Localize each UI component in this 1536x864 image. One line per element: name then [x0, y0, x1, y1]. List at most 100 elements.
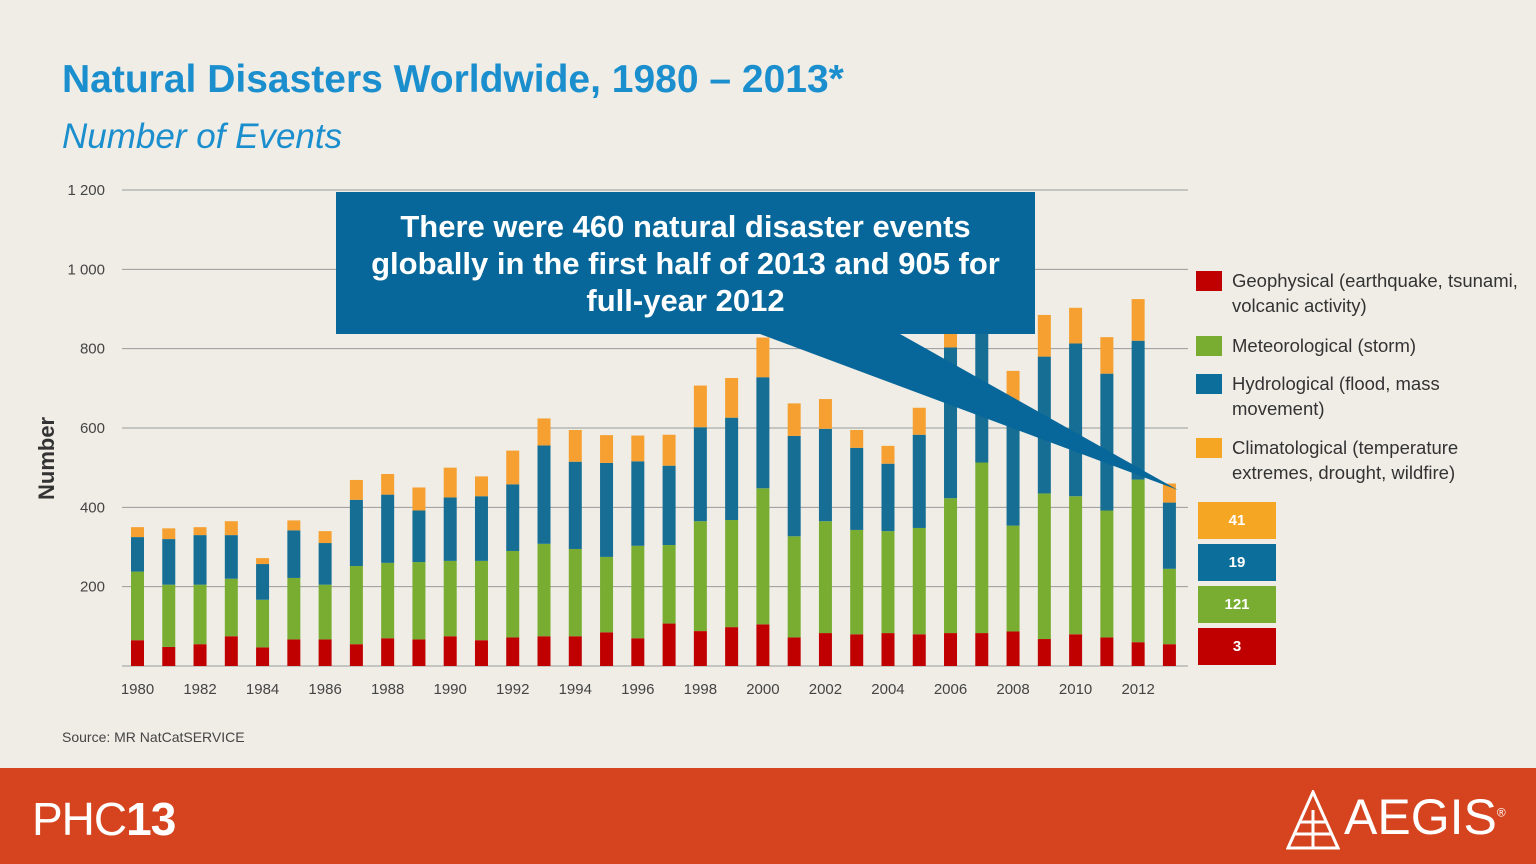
bar-segment [349, 644, 363, 666]
bar-segment [443, 497, 457, 561]
bar-segment [506, 484, 520, 551]
bar-segment [193, 535, 207, 585]
bar-segment [318, 543, 332, 585]
y-tick-label: 200 [80, 579, 105, 596]
x-tick-label: 2000 [746, 681, 779, 698]
callout-pointer [760, 334, 1178, 490]
bar-segment [1069, 496, 1083, 635]
x-tick-label: 1996 [621, 681, 654, 698]
bar-segment [787, 435, 801, 537]
phc-logo: PHC13 [32, 792, 176, 846]
bar-segment [756, 488, 770, 625]
bar-segment [162, 528, 176, 540]
bar-segment [443, 560, 457, 637]
bar-segment [537, 445, 551, 544]
bar-segment [725, 417, 739, 521]
bar-segment [881, 445, 895, 464]
bar-segment [1037, 639, 1051, 666]
x-tick-label: 2002 [809, 681, 842, 698]
bar-segment [506, 450, 520, 485]
bar-segment [693, 385, 707, 428]
bar-segment [131, 640, 144, 666]
y-tick-label: 400 [80, 499, 105, 516]
bar-segment [193, 527, 207, 536]
bar-segment [381, 562, 395, 639]
bar-segment [443, 467, 457, 498]
bar-segment [1131, 479, 1145, 643]
bar-segment [600, 435, 614, 463]
bar-segment [412, 562, 426, 640]
bar-segment [131, 571, 144, 641]
bar-segment [975, 462, 989, 634]
bar-segment [412, 510, 426, 563]
bar-segment [224, 636, 238, 666]
x-tick-label: 2004 [871, 681, 904, 698]
legend-label: Geophysical (earthquake, tsunami, volcan… [1232, 270, 1518, 316]
bar-segment [662, 465, 676, 546]
bar-segment [600, 632, 614, 666]
bar-segment [1131, 642, 1145, 666]
x-tick-label: 1994 [559, 681, 592, 698]
bar-segment [474, 560, 488, 641]
bar-segment [568, 461, 582, 549]
bar-segment [381, 638, 395, 666]
legend-swatch [1196, 438, 1222, 458]
aegis-logo-text: AEGIS® [1344, 788, 1506, 846]
bar-segment [193, 584, 207, 645]
value-box-meteorological: 121 [1198, 586, 1276, 623]
source-note: Source: MR NatCatSERVICE [62, 729, 245, 745]
bar-segment [349, 479, 363, 500]
bar-segment [1100, 373, 1114, 511]
bar-segment [506, 550, 520, 638]
y-tick-label: 800 [80, 341, 105, 358]
bar-segment [912, 434, 926, 528]
bar-segment [537, 418, 551, 446]
bar-segment [881, 531, 895, 634]
x-tick-label: 2012 [1121, 681, 1154, 698]
bar-segment [693, 521, 707, 632]
bar-segment [412, 487, 426, 511]
bar-segment [1069, 307, 1083, 344]
bar-segment [1006, 631, 1020, 666]
x-tick-label: 1992 [496, 681, 529, 698]
bar-segment [224, 521, 238, 536]
bar-segment [1037, 314, 1051, 357]
y-tick-label: 1 200 [67, 182, 105, 199]
bar-segment [600, 556, 614, 633]
legend-swatch [1196, 271, 1222, 291]
bar-segment [1006, 525, 1020, 632]
bar-segment [787, 637, 801, 666]
bar-segment [474, 496, 488, 561]
bar-segment [537, 543, 551, 637]
x-tick-label: 2008 [996, 681, 1029, 698]
x-tick-label: 1982 [183, 681, 216, 698]
bar-segment [1131, 340, 1145, 480]
bar-segment [725, 520, 739, 628]
bar-segment [912, 527, 926, 635]
bar-segment [881, 633, 895, 666]
aegis-triangle-icon [1286, 790, 1340, 850]
bar-segment [224, 578, 238, 637]
legend-swatch [1196, 374, 1222, 394]
bar-segment [662, 434, 676, 466]
bar-segment [818, 633, 832, 666]
bar-segment [318, 531, 332, 544]
legend-label: Meteorological (storm) [1232, 335, 1417, 356]
y-axis-label: Number [34, 416, 59, 500]
bar-segment [631, 461, 645, 546]
x-tick-label: 1986 [308, 681, 341, 698]
bar-segment [818, 428, 832, 522]
bar-segment [287, 520, 301, 531]
bar-segment [349, 499, 363, 567]
bar-segment [193, 644, 207, 666]
bar-segment [850, 634, 864, 666]
bar-segment [568, 548, 582, 637]
bar-segment [412, 639, 426, 666]
y-tick-label: 600 [80, 420, 105, 437]
bar-segment [162, 539, 176, 585]
bar-segment [662, 623, 676, 666]
bar-segment [631, 545, 645, 639]
x-tick-label: 1984 [246, 681, 279, 698]
bar-segment [162, 646, 176, 666]
bar-segment [975, 633, 989, 666]
